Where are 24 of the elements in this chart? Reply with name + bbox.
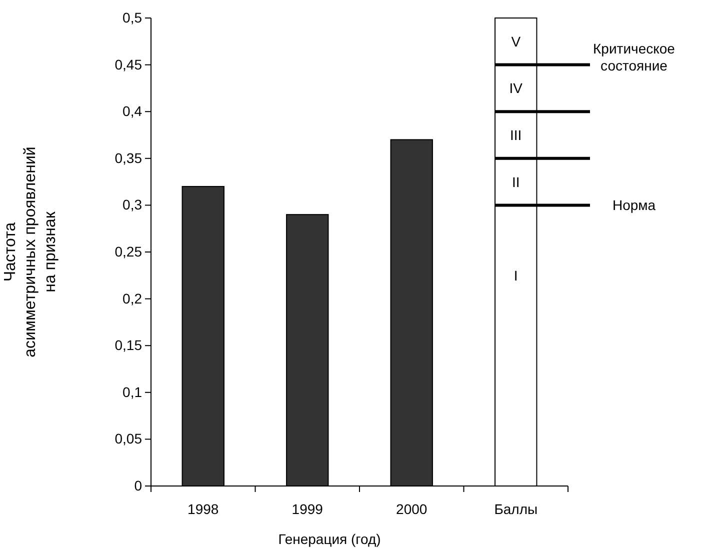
y-tick-label: 0,3 — [122, 196, 142, 213]
ref-line-label: Критическое состояние — [593, 40, 676, 74]
annotation: I — [514, 267, 518, 284]
annotation: III — [510, 127, 522, 143]
y-tick-label: 0,35 — [114, 150, 142, 166]
annotation: V — [511, 33, 522, 50]
x-axis-title: Генерация (год) — [278, 531, 381, 547]
x-tick-label: Баллы — [494, 500, 538, 517]
y-tick-label: 0,15 — [114, 337, 142, 354]
y-tick-label: 0,05 — [114, 430, 142, 447]
x-tick-label: 1998 — [188, 500, 219, 517]
annotation: II — [512, 174, 520, 190]
ref-line-label: Норма — [612, 197, 656, 214]
y-tick-label: 0,5 — [122, 9, 142, 26]
y-tick-label: 0,2 — [122, 290, 142, 306]
x-tick-label: 2000 — [396, 500, 428, 517]
annotation: IV — [509, 80, 524, 96]
y-tick-label: 0 — [134, 477, 142, 494]
y-tick-label: 0,45 — [114, 56, 142, 72]
y-tick-label: 0,4 — [122, 103, 142, 120]
y-axis-title: Частота асимметричных проявлений на признак — [2, 146, 59, 358]
x-tick-label: 1999 — [292, 500, 324, 517]
y-tick-label: 0,1 — [122, 384, 142, 400]
y-tick-label: 0,25 — [114, 243, 142, 260]
